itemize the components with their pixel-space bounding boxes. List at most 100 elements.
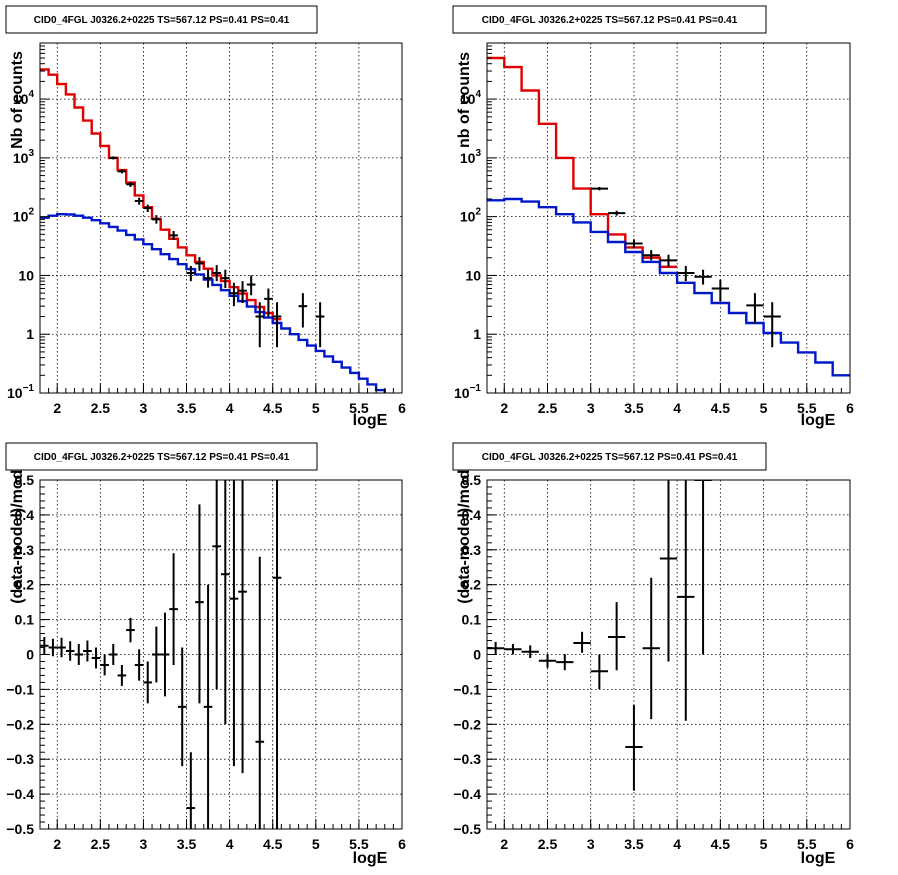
data-point [763, 302, 781, 348]
y-tick-label: −0.4 [453, 786, 481, 802]
y-tick-label: 103 [460, 148, 482, 166]
y-tick-label: 0.3 [462, 542, 482, 558]
plot-area [487, 56, 850, 377]
data-point [711, 279, 729, 302]
data-point [238, 281, 247, 303]
data-point [108, 156, 118, 160]
data-point [221, 269, 230, 289]
title-box [5, 442, 318, 471]
x-tick-label: 5 [760, 836, 768, 852]
title-box [452, 5, 767, 34]
chart-title: CID0_4FGL J0326.2+0225 TS=567.12 PS=0.41… [482, 15, 738, 26]
y-tick-label: 102 [13, 207, 35, 225]
y-tick-label: −0.1 [6, 681, 34, 697]
data-point [152, 215, 161, 224]
y-tick-label: −0.5 [6, 821, 34, 837]
data-point [203, 269, 213, 288]
y-axis: −0.5 −0.4 −0.3 −0.2 −0.1 0 0.1 0.2 0.3 0.4 0.5 [6, 472, 50, 837]
y-axis-label: nb of counts [456, 52, 473, 148]
x-tick-label: 6 [398, 836, 406, 852]
chart-title: CID0_4FGL J0326.2+0225 TS=567.12 PS=0.41… [34, 15, 290, 26]
x-tick-label: 5 [760, 400, 768, 416]
y-axis-label: Nb of counts [9, 51, 26, 149]
data-point [74, 644, 84, 665]
x-tick-label: 2 [500, 400, 508, 416]
y-tick-label: −0.2 [6, 716, 34, 732]
y-tick-label: −0.3 [6, 751, 34, 767]
x-tick-label: 4 [673, 836, 681, 852]
data-point [160, 612, 170, 697]
x-tick-label: 2.5 [538, 836, 558, 852]
data-point [117, 664, 127, 686]
data-point [212, 265, 221, 282]
data-point [143, 661, 153, 704]
data-point [100, 654, 109, 676]
x-tick-label: 3.5 [177, 400, 197, 416]
data-point [659, 254, 678, 267]
data-point [134, 649, 144, 681]
title-box [452, 442, 767, 471]
y-tick-label: 0 [26, 647, 34, 663]
data-point [556, 654, 574, 671]
component-model-histogram [487, 197, 850, 377]
y-tick-label: 0.5 [462, 472, 482, 488]
grid-lines [487, 43, 850, 393]
y-tick-label: −0.1 [453, 681, 481, 697]
y-tick-label: 103 [13, 148, 35, 166]
data-point [255, 556, 265, 829]
data-point [590, 654, 608, 690]
data-point [625, 705, 643, 791]
x-tick-label: 5 [312, 400, 320, 416]
x-tick-label: 5 [312, 836, 320, 852]
chart-panel-1: 2 2.5 3 3.5 4 4.5 5 5.5 610−1110102103104logENb … [5, 5, 406, 429]
x-axis: 2 2.5 3 3.5 4 4.5 5 5.5 6 [486, 819, 854, 852]
data-point [272, 302, 282, 348]
y-tick-label: 0.5 [15, 472, 35, 488]
x-tick-label: 4 [226, 400, 234, 416]
chart-title: CID0_4FGL J0326.2+0225 TS=567.12 PS=0.41… [34, 452, 290, 463]
y-tick-label: 1 [473, 326, 481, 342]
x-tick-label: 4.5 [711, 836, 731, 852]
data-point [521, 645, 539, 658]
x-tick-label: 5.5 [797, 836, 817, 852]
chart-panel-2: 2 2.5 3 3.5 4 4.5 5 5.5 610−1110102103104logEnb … [452, 5, 854, 429]
x-tick-label: 4.5 [711, 400, 731, 416]
data-point [91, 647, 101, 669]
x-axis-label: logE [801, 412, 836, 429]
x-tick-label: 2.5 [91, 400, 111, 416]
total-model-histogram [487, 56, 678, 268]
data-point [642, 577, 660, 720]
x-tick-label: 2 [53, 400, 61, 416]
data-point [255, 302, 265, 348]
y-axis-label: (data-model)/model [9, 456, 26, 604]
data-point [126, 181, 135, 187]
data-point [83, 640, 92, 662]
y-tick-label: −0.3 [453, 751, 481, 767]
y-tick-exponent: 3 [28, 148, 34, 159]
y-axis: −0.5 −0.4 −0.3 −0.2 −0.1 0 0.1 0.2 0.3 0.4 0.5 [453, 472, 497, 837]
data-point [246, 275, 256, 296]
y-tick-exponent: 4 [28, 89, 34, 100]
data-point [677, 480, 695, 721]
x-tick-label: 4.5 [263, 400, 283, 416]
data-point [504, 644, 522, 655]
data-point [195, 257, 204, 271]
x-tick-label: 2 [53, 836, 61, 852]
data-point [694, 480, 712, 655]
y-tick-label: 0.4 [15, 507, 35, 523]
x-tick-label: 2 [500, 836, 508, 852]
data-point [538, 653, 557, 668]
x-tick-label: 3 [587, 836, 595, 852]
x-axis: 2 2.5 3 3.5 4 4.5 5 5.5 6 [39, 819, 406, 852]
x-axis: 2 2.5 3 3.5 4 4.5 5 5.5 6 [39, 383, 406, 416]
data-point [212, 480, 221, 690]
x-axis-label: logE [353, 850, 388, 867]
y-tick-label: 0.4 [462, 507, 482, 523]
y-tick-label: −0.2 [453, 716, 481, 732]
data-point [152, 626, 161, 683]
data-point [659, 480, 678, 662]
x-tick-label: 3 [140, 836, 148, 852]
y-tick-label: 10 [465, 267, 481, 283]
y-tick-label: 0.1 [462, 612, 482, 628]
